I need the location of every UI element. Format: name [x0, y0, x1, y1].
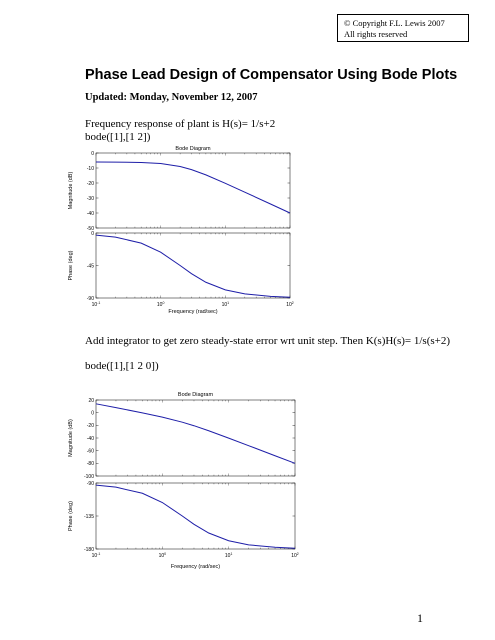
x-tick-label: 101 [222, 301, 230, 308]
y-tick-label: -20 [87, 181, 94, 187]
series-line [95, 484, 296, 549]
y-tick-label: -180 [84, 547, 94, 553]
y-tick-label: -90 [87, 481, 94, 487]
x-tick-label: 10-1 [92, 552, 101, 559]
y-tick-label: -135 [84, 514, 94, 520]
plot-frame [95, 232, 291, 299]
x-tick-label: 102 [291, 552, 299, 559]
y-axis-label: Phase (deg) [68, 501, 74, 531]
integrator-description: Add integrator to get zero steady-state … [85, 335, 451, 347]
y-tick-label: -60 [87, 448, 94, 454]
copyright-box: © Copyright F.L. Lewis 2007 All rights r… [337, 14, 469, 42]
x-tick-label: 102 [286, 301, 294, 308]
x-tick-label: 100 [159, 552, 167, 559]
y-tick-label: -20 [87, 423, 94, 429]
y-tick-label: -40 [87, 211, 94, 217]
y-axis-label: Magnitude (dB) [68, 419, 74, 457]
y-tick-label: 0 [91, 410, 94, 416]
bode-plot-plant: Bode Diagram 0 -10 -20 -30 -40 -50 Magnitude (d… [68, 146, 294, 315]
y-tick-label: 20 [88, 398, 94, 404]
chart-title: Bode Diagram [178, 392, 214, 398]
y-tick-label: 0 [91, 151, 94, 157]
series-line [95, 234, 291, 298]
copyright-line-1: © Copyright F.L. Lewis 2007 [344, 18, 445, 28]
y-tick-label: -100 [84, 474, 94, 480]
chart-title: Bode Diagram [175, 146, 211, 152]
y-axis-label: Phase (deg) [68, 250, 74, 280]
plot-frame [95, 152, 291, 229]
x-tick-label: 101 [225, 552, 233, 559]
y-tick-label: -10 [87, 166, 94, 172]
x-axis-label: Frequency (rad/sec) [171, 564, 220, 570]
y-tick-label: -30 [87, 196, 94, 202]
plot-frame [95, 399, 296, 477]
y-tick-label: -80 [87, 461, 94, 467]
series-line [95, 403, 296, 464]
y-tick-label: -90 [87, 296, 94, 302]
bode-plot-with-integrator: Bode Diagram 20 0 -20 -40 -60 -80 -100 Magnitude… [68, 392, 299, 570]
plant-description: Frequency response of plant is H(s)= 1/s… [85, 118, 276, 130]
y-axis-label: Magnitude (dB) [68, 172, 74, 210]
x-tick-label: 10-1 [92, 301, 101, 308]
plot-frame [95, 482, 296, 550]
updated-date: Updated: Monday, November 12, 2007 [85, 92, 258, 103]
integrator-bode-command: bode([1],[1 2 0]) [85, 360, 159, 372]
y-tick-label: -45 [87, 263, 94, 269]
plant-bode-command: bode([1],[1 2]) [85, 131, 151, 143]
copyright-line-2: All rights reserved [344, 29, 408, 39]
y-tick-label: 0 [91, 231, 94, 237]
page-title: Phase Lead Design of Compensator Using B… [85, 67, 458, 83]
series-line [95, 161, 291, 214]
x-tick-label: 100 [157, 301, 165, 308]
y-tick-label: -40 [87, 436, 94, 442]
y-tick-label: -50 [87, 226, 94, 232]
x-axis-label: Frequency (rad/sec) [168, 309, 217, 315]
page-number: 1 [417, 611, 423, 625]
